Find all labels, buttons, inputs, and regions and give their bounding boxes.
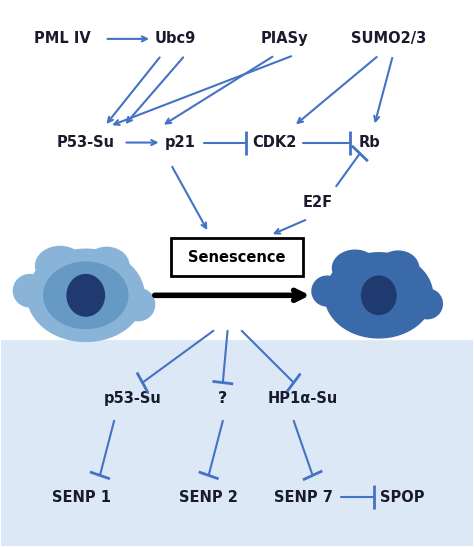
Text: SUMO2/3: SUMO2/3	[351, 31, 426, 46]
Ellipse shape	[325, 253, 433, 338]
Text: SENP 2: SENP 2	[179, 490, 238, 505]
Text: CDK2: CDK2	[253, 135, 297, 150]
Ellipse shape	[412, 289, 442, 319]
Ellipse shape	[36, 247, 84, 285]
Ellipse shape	[378, 251, 419, 285]
Ellipse shape	[312, 276, 342, 306]
Text: SPOP: SPOP	[380, 490, 425, 505]
Ellipse shape	[332, 250, 378, 286]
Text: PIASy: PIASy	[260, 31, 308, 46]
Text: P53-Su: P53-Su	[57, 135, 115, 150]
Text: SENP 7: SENP 7	[273, 490, 333, 505]
Text: Senescence: Senescence	[188, 249, 286, 265]
Text: Rb: Rb	[358, 135, 380, 150]
Ellipse shape	[44, 262, 128, 329]
Text: p21: p21	[165, 135, 196, 150]
Bar	[0, 339, 474, 546]
Bar	[171, 238, 303, 276]
Ellipse shape	[67, 275, 104, 316]
Ellipse shape	[84, 247, 129, 284]
Text: SENP 1: SENP 1	[52, 490, 110, 505]
Text: PML IV: PML IV	[34, 31, 91, 46]
Ellipse shape	[122, 288, 155, 321]
Ellipse shape	[362, 276, 396, 315]
Text: ?: ?	[218, 392, 228, 406]
Bar	[0, 1, 474, 339]
Ellipse shape	[13, 275, 46, 307]
Text: p53-Su: p53-Su	[104, 392, 162, 406]
Text: HP1α-Su: HP1α-Su	[268, 392, 338, 406]
Text: E2F: E2F	[302, 195, 332, 210]
Ellipse shape	[27, 249, 144, 341]
Text: Ubc9: Ubc9	[155, 31, 196, 46]
